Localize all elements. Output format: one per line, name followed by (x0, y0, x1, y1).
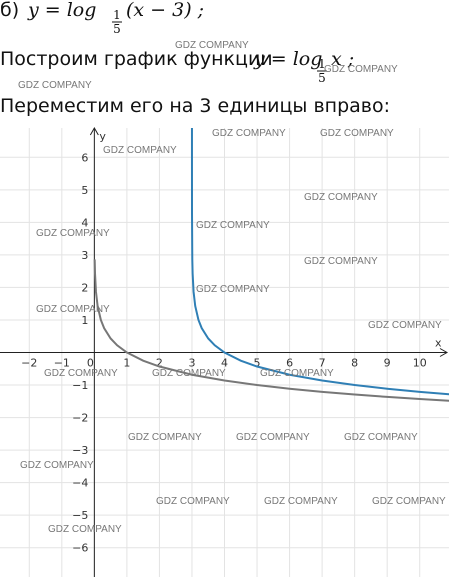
y-tick-label: −1 (72, 379, 88, 392)
y-tick-label: −6 (72, 542, 88, 555)
watermark: GDZ COMPANY (372, 496, 446, 507)
item-label: б) (0, 0, 19, 21)
x-tick-label: −2 (21, 357, 37, 370)
watermark: GDZ COMPANY (36, 228, 110, 239)
formula: y = log (27, 0, 96, 21)
y-tick-label: 2 (81, 281, 88, 294)
argument: x ; (331, 48, 354, 70)
watermark: GDZ COMPANY (128, 432, 202, 443)
watermark: GDZ COMPANY (103, 145, 177, 156)
x-tick-label: 5 (254, 357, 261, 370)
y-tick-label: 6 (81, 151, 88, 164)
y-tick-label: −5 (72, 509, 88, 522)
watermark: GDZ COMPANY (368, 320, 442, 331)
text: Построим график функции (0, 48, 273, 70)
x-tick-label: 6 (286, 357, 293, 370)
x-tick-label: 8 (351, 357, 358, 370)
watermark: GDZ COMPANY (344, 432, 418, 443)
y-tick-label: 3 (81, 249, 88, 262)
x-tick-label: 0 (87, 357, 94, 370)
watermark: GDZ COMPANY (44, 368, 118, 379)
watermark: GDZ COMPANY (196, 284, 270, 295)
watermark: GDZ COMPANY (196, 220, 270, 231)
argument: (x − 3) ; (126, 0, 204, 21)
watermark: GDZ COMPANY (152, 368, 226, 379)
x-tick-label: 4 (221, 357, 228, 370)
y-tick-label: −3 (72, 444, 88, 457)
x-tick-label: 7 (319, 357, 326, 370)
watermark: GDZ COMPANY (156, 496, 230, 507)
heading-line-1: б) y = log 1 5 (x − 3) ; (0, 0, 204, 36)
x-tick-label: 3 (188, 357, 195, 370)
watermark: GDZ COMPANY (20, 460, 94, 471)
watermark: GDZ COMPANY (212, 128, 286, 139)
formula: y = log (253, 48, 322, 70)
watermark: GDZ COMPANY (264, 496, 338, 507)
x-axis-label: x (435, 337, 442, 350)
base-denominator: 5 (318, 71, 326, 85)
base-numerator: 1 (318, 57, 326, 71)
x-arrow (439, 348, 449, 357)
watermark: GDZ COMPANY (304, 192, 378, 203)
curve (190, 128, 449, 396)
base-numerator: 1 (113, 8, 121, 22)
watermark: GDZ COMPANY (36, 304, 110, 315)
y-tick-label: −2 (72, 412, 88, 425)
watermark: GDZ COMPANY (175, 40, 249, 51)
x-tick-label: 10 (413, 357, 427, 370)
watermark: GDZ COMPANY (304, 256, 378, 267)
x-tick-label: 2 (156, 357, 163, 370)
heading-line-2: Построим график функции y = log 1 5 x ; (0, 48, 354, 85)
x-tick-label: −1 (54, 357, 70, 370)
y-tick-label: 5 (81, 184, 88, 197)
x-tick-label: 9 (384, 357, 391, 370)
text: Переместим его на 3 единицы вправо: (0, 95, 390, 117)
y-arrow (89, 126, 99, 136)
watermark: GDZ COMPANY (260, 368, 334, 379)
curve (93, 259, 449, 402)
watermark: GDZ COMPANY (18, 80, 92, 91)
y-tick-label: 4 (81, 216, 88, 229)
watermark: GDZ COMPANY (320, 128, 394, 139)
watermark: GDZ COMPANY (324, 64, 398, 75)
watermarks: GDZ COMPANY GDZ COMPANY GDZ COMPANY GDZ COM… (18, 40, 446, 535)
watermark: GDZ COMPANY (236, 432, 310, 443)
y-axis-label: y (99, 130, 106, 143)
x-tick-label: 1 (123, 357, 130, 370)
y-tick-label: −4 (72, 477, 88, 490)
base-denominator: 5 (113, 22, 121, 36)
watermark: GDZ COMPANY (48, 524, 122, 535)
y-tick-label: 1 (81, 314, 88, 327)
chart: −2 −1 0 1 2 3 4 5 6 7 8 9 10 −6 −5 −4 −3 −2 −1 1 2 3 4 5 6 x y (0, 126, 449, 577)
